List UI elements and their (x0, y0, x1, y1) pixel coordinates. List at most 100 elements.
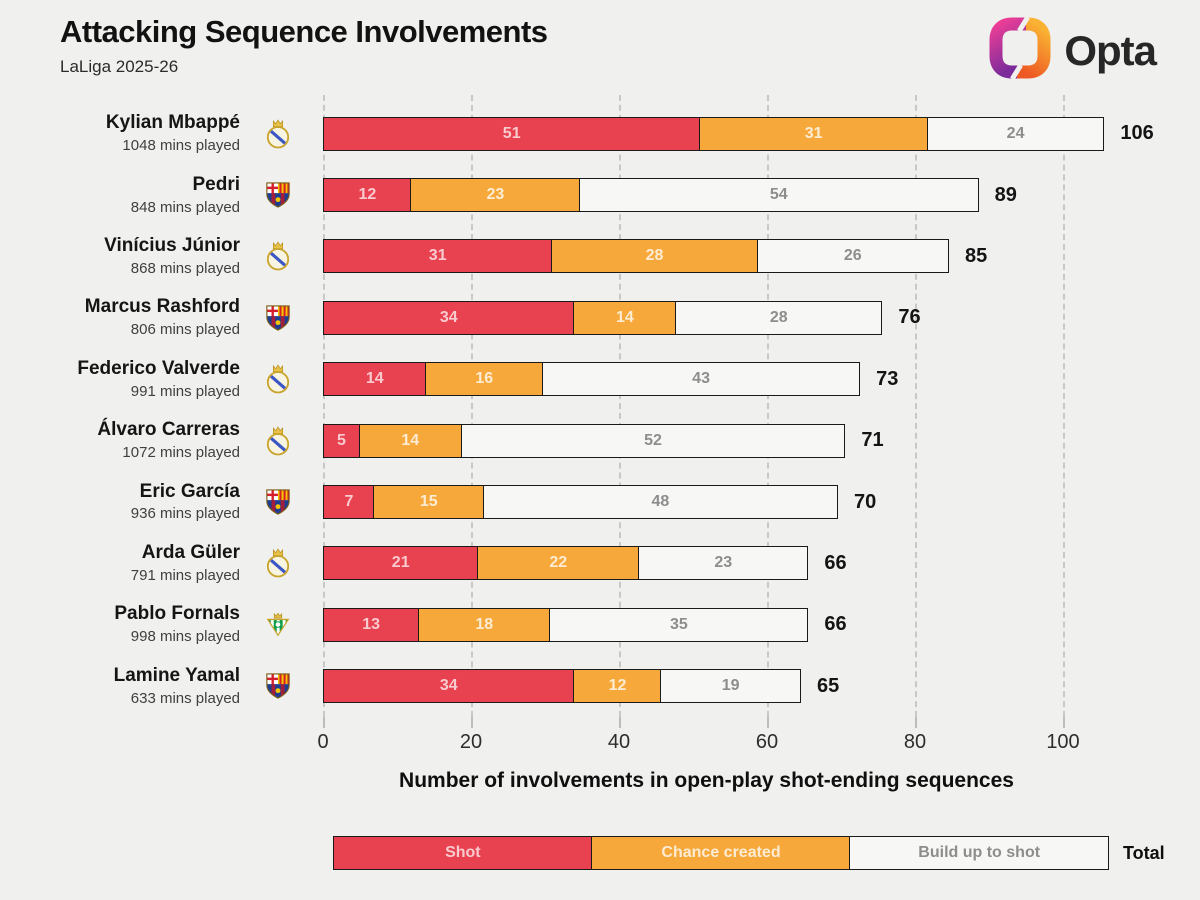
player-minutes: 991 mins played (130, 382, 240, 400)
x-axis-title: Number of involvements in open-play shot… (399, 769, 1014, 792)
x-tick-label: 60 (755, 731, 779, 753)
player-minutes: 1072 mins played (122, 444, 240, 462)
stacked-bar: 5 14 52 71 (323, 423, 884, 458)
player-row: Pedri 848 mins played 12 23 54 89 (0, 164, 1200, 225)
club-badge-icon (240, 672, 316, 700)
gridline (1063, 95, 1065, 717)
x-tick-label: 0 (317, 731, 329, 753)
player-minutes: 868 mins played (130, 259, 240, 277)
chance-created-segment: 18 (417, 607, 551, 642)
build-up-segment: 35 (549, 607, 809, 642)
legend-item-shot: Shot (333, 836, 593, 870)
x-tick-label: 80 (903, 731, 927, 753)
player-minutes: 633 mins played (130, 689, 240, 707)
build-up-segment: 43 (541, 362, 861, 397)
player-row: Lamine Yamal 633 mins played 34 12 19 65 (0, 656, 1200, 717)
opta-brand: Opta (988, 15, 1157, 85)
shot-segment: 21 (323, 546, 479, 581)
total-value: 106 (1120, 122, 1154, 145)
gridline (471, 95, 473, 717)
stacked-bar: 13 18 35 66 (323, 607, 847, 642)
legend-total-label: Total (1123, 842, 1165, 863)
total-value: 85 (964, 244, 988, 267)
shot-segment: 12 (323, 178, 412, 213)
axis-tick (619, 717, 621, 728)
real-betis-badge-icon (266, 612, 290, 637)
axis-tick (1063, 717, 1065, 728)
shot-segment: 34 (323, 669, 575, 704)
barcelona-badge-icon (266, 182, 290, 208)
chance-created-segment: 23 (410, 178, 581, 213)
real-madrid-badge-icon (266, 241, 290, 271)
chance-created-segment: 15 (373, 485, 485, 520)
player-minutes: 1048 mins played (122, 137, 240, 155)
total-value: 65 (816, 674, 840, 697)
opta-logo-icon (988, 15, 1052, 85)
stacked-bar: 7 15 48 70 (323, 485, 877, 520)
gridline (915, 95, 917, 717)
player-row: Eric García 936 mins played 7 15 48 70 (0, 471, 1200, 532)
x-tick-label: 20 (459, 731, 483, 753)
total-value: 71 (861, 429, 884, 452)
page-title: Attacking Sequence Involvements (60, 14, 548, 49)
player-row: Álvaro Carreras 1072 mins played 5 14 52… (0, 410, 1200, 471)
build-up-segment: 54 (578, 178, 979, 213)
gridline (767, 95, 769, 717)
barcelona-badge-icon (266, 305, 290, 331)
player-label: Kylian Mbappé 1048 mins played (0, 112, 240, 155)
player-label: Federico Valverde 991 mins played (0, 358, 240, 400)
shot-segment: 14 (323, 362, 427, 397)
axis-tick (323, 717, 325, 728)
x-tick-label: 100 (1046, 731, 1080, 753)
player-row: Arda Güler 791 mins played 21 22 23 66 (0, 533, 1200, 594)
player-minutes: 998 mins played (130, 628, 240, 646)
axis-tick (471, 717, 473, 728)
stacked-bar: 34 14 28 76 (323, 300, 921, 335)
axis-tick (915, 717, 917, 728)
stacked-bar: 21 22 23 66 (323, 546, 847, 581)
total-value: 66 (824, 613, 847, 636)
club-badge-icon (240, 304, 316, 332)
opta-wordmark: Opta (1064, 26, 1157, 74)
build-up-segment: 26 (756, 239, 949, 274)
club-badge-icon (240, 181, 316, 209)
build-up-segment: 23 (638, 546, 809, 581)
total-value: 70 (853, 490, 877, 513)
player-name: Lamine Yamal (113, 664, 240, 686)
stacked-bar: 34 12 19 65 (323, 669, 840, 704)
chance-created-segment: 14 (573, 300, 677, 335)
shot-segment: 5 (323, 423, 360, 458)
player-name: Kylian Mbappé (105, 112, 240, 134)
player-minutes: 791 mins played (130, 566, 240, 584)
total-value: 66 (824, 551, 847, 574)
build-up-segment: 48 (482, 485, 838, 520)
player-label: Pablo Fornals 998 mins played (0, 603, 240, 646)
chance-created-segment: 28 (550, 239, 759, 274)
total-value: 76 (898, 306, 921, 329)
club-badge-icon (240, 426, 316, 456)
total-value: 89 (994, 183, 1017, 206)
page-subtitle: LaLiga 2025-26 (60, 57, 179, 76)
bar-chart: Kylian Mbappé 1048 mins played 51 31 24 … (0, 95, 1200, 815)
build-up-segment: 24 (926, 116, 1105, 151)
barcelona-badge-icon (266, 489, 290, 515)
real-madrid-badge-icon (266, 364, 290, 394)
player-minutes: 806 mins played (130, 321, 240, 339)
club-badge-icon (240, 488, 316, 516)
gridline (323, 95, 325, 717)
player-label: Pedri 848 mins played (0, 174, 240, 216)
build-up-segment: 19 (660, 669, 801, 704)
player-label: Lamine Yamal 633 mins played (0, 664, 240, 707)
player-label: Vinícius Júnior 868 mins played (0, 235, 240, 277)
chance-created-segment: 14 (358, 423, 463, 458)
total-value: 73 (876, 367, 899, 390)
club-badge-icon (240, 548, 316, 578)
axis-tick (767, 717, 769, 728)
player-minutes: 848 mins played (130, 198, 240, 216)
club-badge-icon (240, 612, 316, 638)
player-name: Arda Güler (141, 541, 240, 563)
shot-segment: 34 (323, 300, 575, 335)
club-badge-icon (240, 119, 316, 149)
legend-item-build-up-to-shot: Build up to shot (849, 836, 1110, 870)
